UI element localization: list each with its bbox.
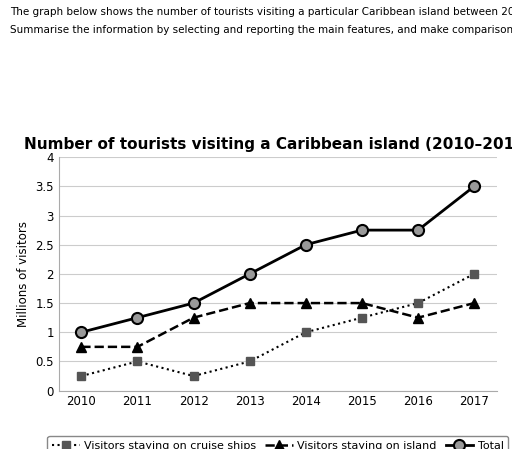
- Text: Summarise the information by selecting and reporting the main features, and make: Summarise the information by selecting a…: [10, 25, 512, 35]
- Legend: Visitors staying on cruise ships, Visitors staying on island, Total: Visitors staying on cruise ships, Visito…: [47, 436, 508, 449]
- Text: The graph below shows the number of tourists visiting a particular Caribbean isl: The graph below shows the number of tour…: [10, 7, 512, 17]
- Title: Number of tourists visiting a Caribbean island (2010–2017): Number of tourists visiting a Caribbean …: [24, 137, 512, 152]
- Y-axis label: Millions of visitors: Millions of visitors: [17, 221, 30, 327]
